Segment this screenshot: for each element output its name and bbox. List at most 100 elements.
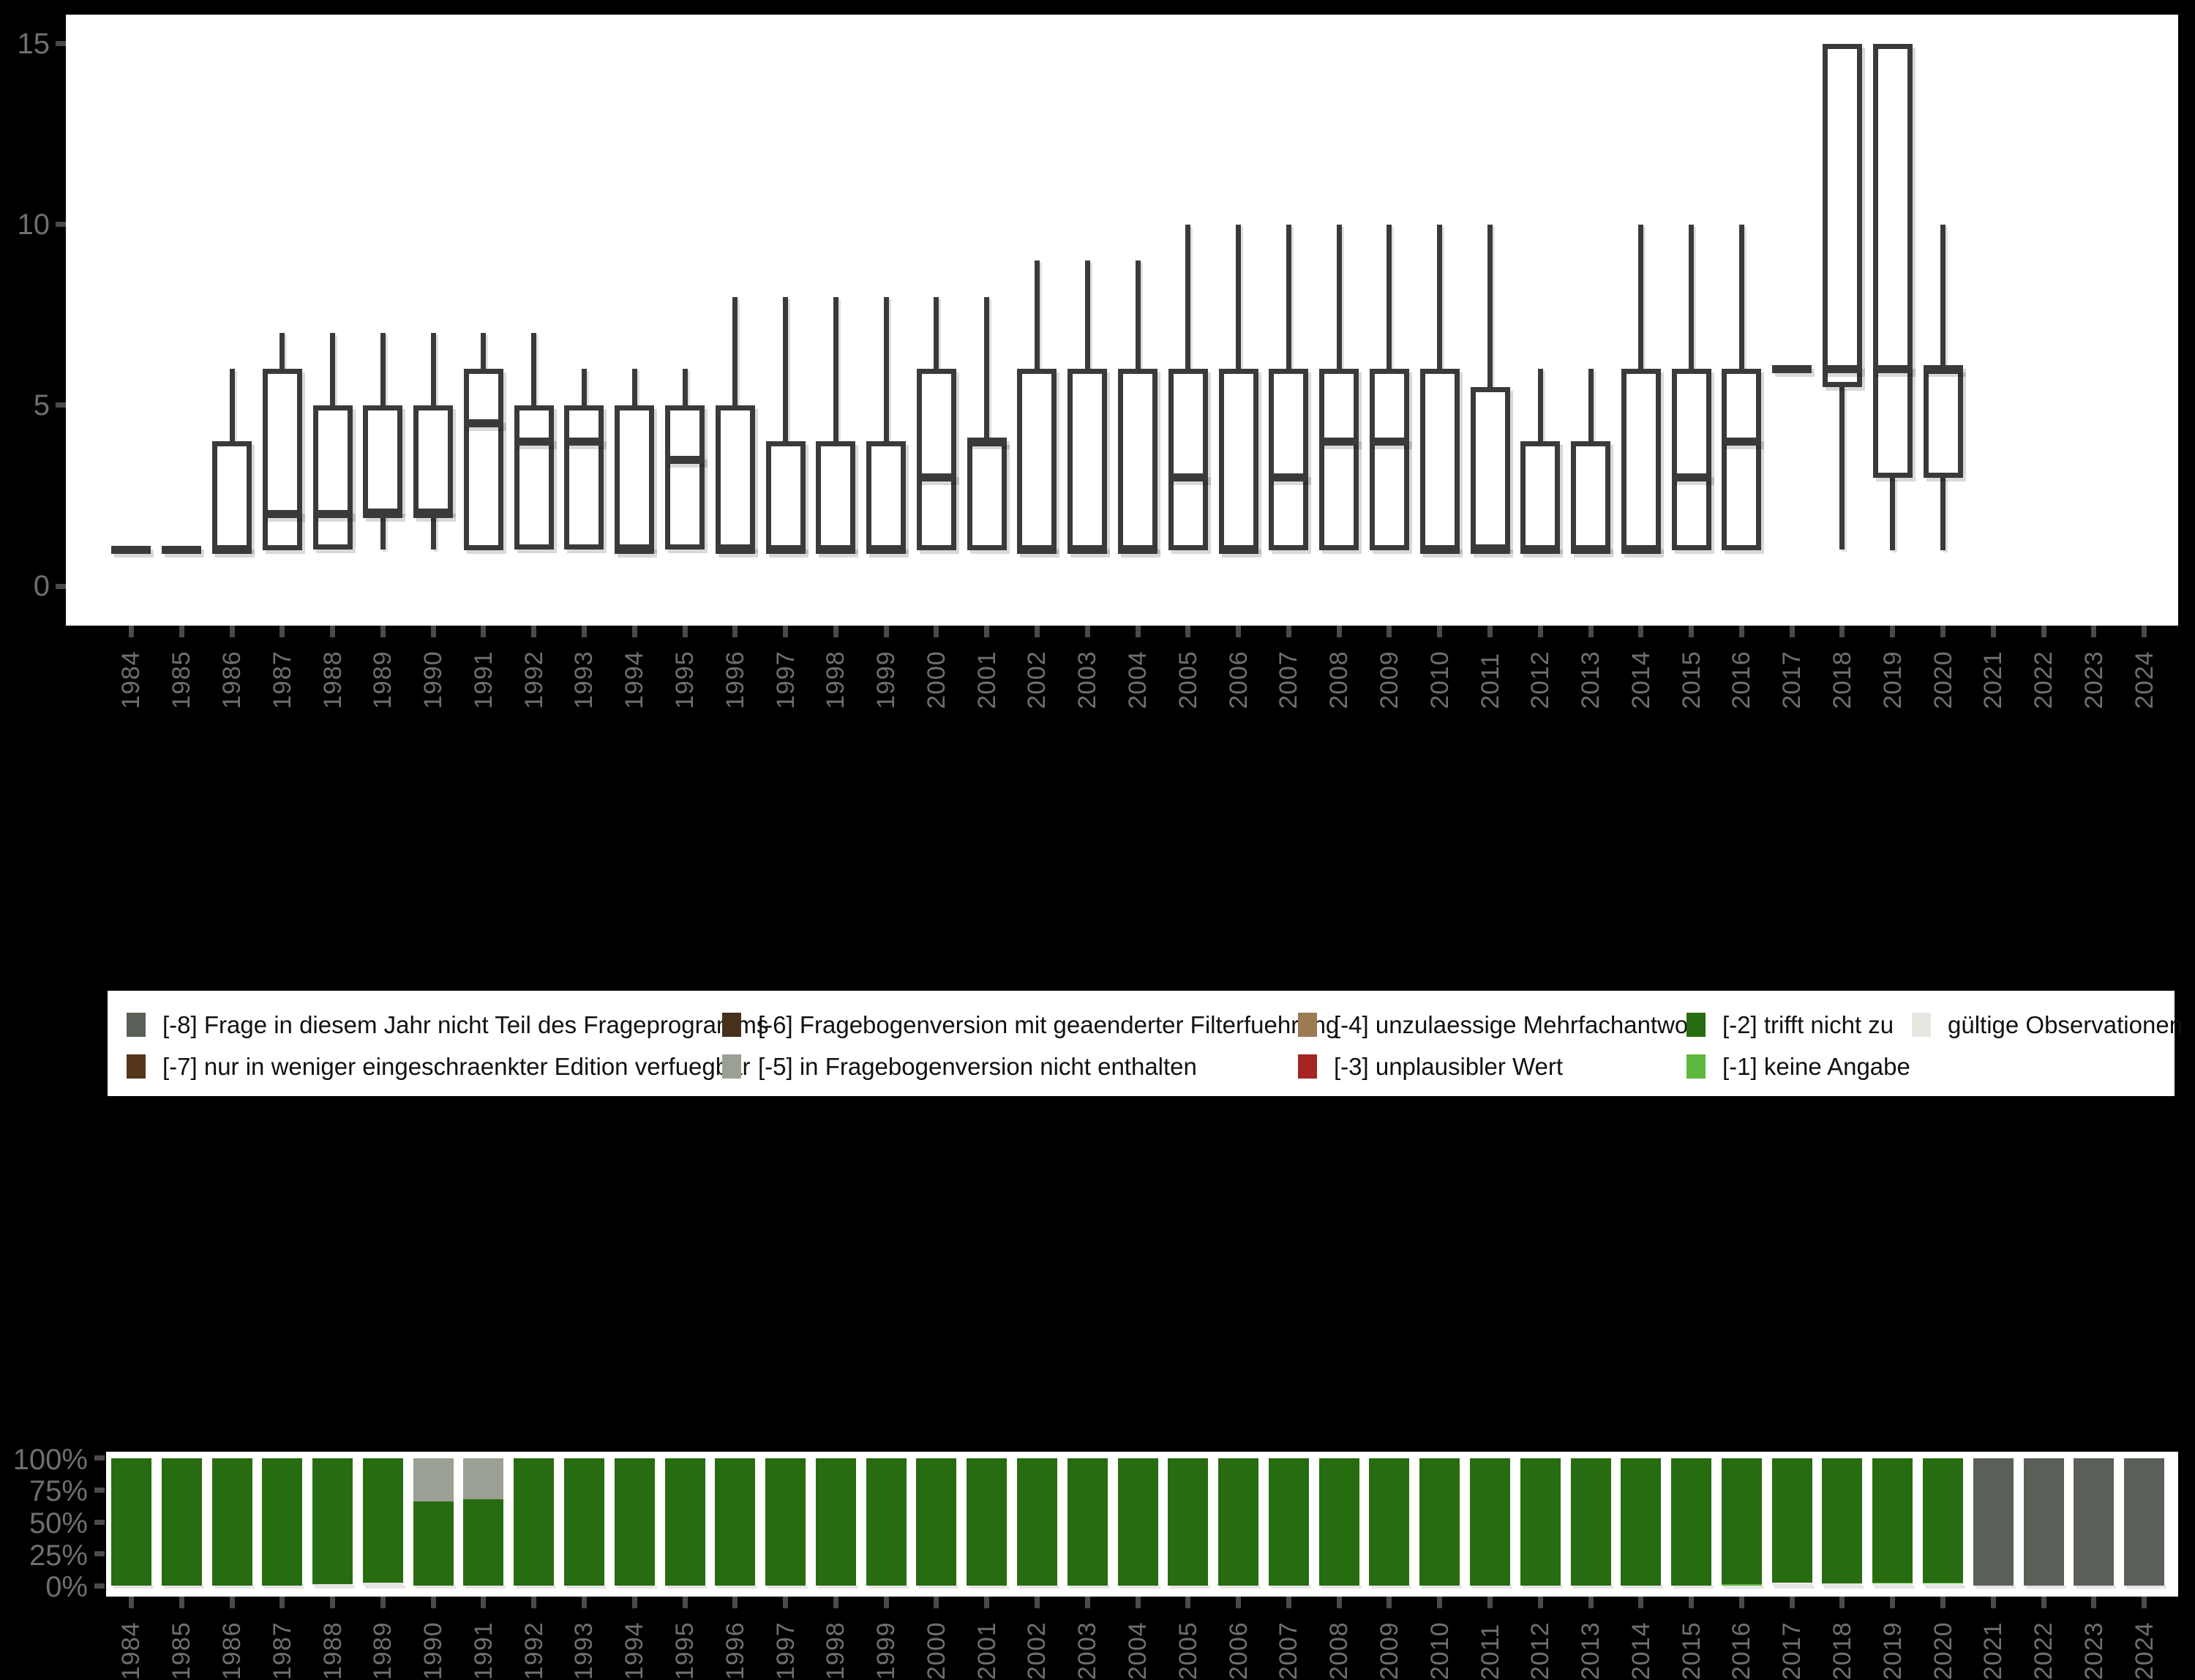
boxplot-xtick-mark: [934, 626, 939, 637]
boxplot-1990-lower-whisker: [430, 514, 436, 550]
boxplot-panel: [66, 15, 2178, 626]
boxplot-1999-upper-whisker: [883, 296, 889, 442]
bar-1993-shadow: [566, 1586, 607, 1589]
bar-xtick-mark: [279, 1597, 285, 1608]
bar-xtick-mark: [1336, 1597, 1342, 1608]
legend-label--3: [-3] unplausibler Wert: [1334, 1053, 1564, 1080]
boxplot-xtick-mark: [1537, 626, 1543, 637]
bar-xtick-label-2012: 2012: [1526, 1621, 1555, 1680]
boxplot-1985-median: [162, 546, 202, 555]
boxplot-xtick-mark: [1839, 626, 1845, 637]
bar-xtick-label-1988: 1988: [318, 1621, 347, 1680]
boxplot-2000-upper-whisker: [934, 296, 939, 370]
boxplot-xtick-mark: [1689, 626, 1695, 637]
boxplot-xtick-mark: [1034, 626, 1040, 637]
bar-ytick-mark: [94, 1487, 105, 1493]
boxplot-xtick-mark: [2091, 626, 2097, 637]
boxplot-xtick-label-1995: 1995: [671, 650, 699, 709]
bar-xtick-mark: [2041, 1597, 2046, 1608]
boxplot-xtick-mark: [783, 626, 788, 637]
bar-xtick-mark: [1437, 1597, 1443, 1608]
bar-1988-na_-2: [312, 1458, 353, 1585]
bar-2020-shadow: [1925, 1586, 1965, 1589]
boxplot-ytick-mark: [56, 402, 66, 408]
boxplot-1986-box: [212, 441, 252, 550]
bar-xtick-mark: [1135, 1597, 1141, 1608]
bar-xtick-label-1996: 1996: [721, 1621, 749, 1680]
bar-1997-shadow: [768, 1586, 808, 1589]
boxplot-2015-median: [1671, 473, 1711, 482]
boxplot-2019-lower-whisker: [1890, 477, 1896, 550]
bar-xtick-label-1994: 1994: [620, 1621, 649, 1680]
bar-xtick-mark: [1588, 1597, 1594, 1608]
boxplot-xtick-mark: [1487, 626, 1493, 637]
boxplot-xtick-label-2018: 2018: [1828, 650, 1856, 709]
bar-xtick-label-2023: 2023: [2079, 1621, 2108, 1680]
bar-1998-na_-2: [815, 1458, 856, 1586]
bar-2021-na_-8: [1973, 1458, 2014, 1586]
bar-xtick-label-2000: 2000: [922, 1621, 950, 1680]
boxplot-1996-upper-whisker: [732, 296, 738, 405]
bar-xtick-label-1999: 1999: [872, 1621, 901, 1680]
bar-xtick-label-2017: 2017: [1778, 1621, 1806, 1680]
boxplot-2001-median: [967, 437, 1007, 446]
bar-2002-na_-2: [1016, 1458, 1057, 1586]
bar-2003-na_-2: [1067, 1458, 1108, 1586]
bar-xtick-mark: [1890, 1597, 1896, 1608]
boxplot-1997-upper-whisker: [783, 296, 788, 442]
bar-2018-na_-2: [1822, 1458, 1863, 1584]
boxplot-2013-upper-whisker: [1588, 369, 1594, 442]
bar-ytick-label: 100%: [12, 1443, 88, 1476]
boxplot-xtick-label-2008: 2008: [1325, 650, 1354, 709]
boxplot-xtick-label-1999: 1999: [872, 650, 901, 709]
bar-2008-na_-2: [1318, 1458, 1359, 1586]
bar-xtick-label-2018: 2018: [1828, 1621, 1856, 1680]
bar-xtick-mark: [179, 1597, 184, 1608]
boxplot-2014-median: [1621, 546, 1661, 555]
boxplot-2014-upper-whisker: [1638, 224, 1644, 370]
bar-xtick-label-1987: 1987: [268, 1621, 296, 1680]
boxplot-2010-box: [1419, 369, 1460, 550]
bar-xtick-mark: [1738, 1597, 1744, 1608]
bar-1984-na_-2: [110, 1458, 151, 1586]
boxplot-ytick-label: 0: [33, 570, 50, 602]
boxplot-xtick-mark: [531, 626, 537, 637]
bar-1987-na_-2: [262, 1458, 303, 1586]
boxplot-xtick-label-2002: 2002: [1023, 650, 1051, 709]
boxplot-2005-upper-whisker: [1185, 224, 1191, 370]
boxplot-xtick-mark: [631, 626, 637, 637]
boxplot-1994-box: [615, 405, 655, 550]
bar-xtick-label-1989: 1989: [369, 1621, 397, 1680]
boxplot-1997-box: [765, 441, 806, 550]
bar-1996-na_-2: [715, 1458, 756, 1586]
bar-2000-shadow: [918, 1586, 959, 1589]
boxplot-2009-box: [1369, 369, 1409, 550]
boxplot-xtick-mark: [581, 626, 587, 637]
boxplot-xtick-mark: [1638, 626, 1644, 637]
bar-1991-na_-2: [463, 1499, 504, 1586]
bar-xtick-label-2021: 2021: [1979, 1621, 2008, 1680]
boxplot-1999-box: [866, 441, 907, 550]
bar-xtick-mark: [1940, 1597, 1946, 1608]
bar-xtick-mark: [1185, 1597, 1191, 1608]
boxplot-2013-median: [1571, 546, 1610, 555]
bar-1997-na_-2: [765, 1458, 806, 1586]
bar-1994-shadow: [616, 1586, 657, 1589]
bar-xtick-mark: [1236, 1597, 1242, 1608]
bar-ytick-label: 75%: [29, 1475, 88, 1508]
bar-1990-na_-2: [413, 1501, 454, 1586]
bar-xtick-mark: [2091, 1597, 2097, 1608]
boxplot-ytick-mark: [56, 41, 66, 46]
boxplot-xtick-label-1994: 1994: [620, 650, 649, 709]
bar-2024-na_-8: [2124, 1458, 2165, 1586]
bar-ytick-label: 25%: [29, 1539, 88, 1572]
bar-2011-na_-2: [1470, 1458, 1510, 1586]
boxplot-xtick-label-1997: 1997: [771, 650, 800, 709]
boxplot-1993-box: [564, 405, 604, 550]
boxplot-2019-median: [1872, 364, 1913, 373]
boxplot-2018-box: [1822, 43, 1862, 388]
boxplot-2004-box: [1118, 369, 1157, 550]
bar-2000-na_-2: [916, 1458, 957, 1586]
legend-label--2: [-2] trifft nicht zu: [1722, 1011, 1894, 1038]
bar-1988-shadow: [315, 1586, 355, 1589]
